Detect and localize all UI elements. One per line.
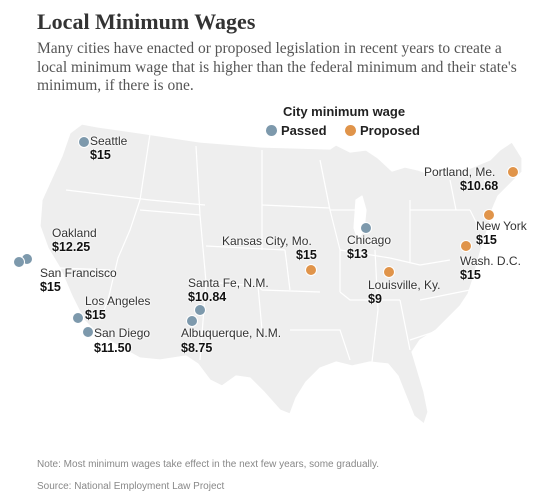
legend-passed-label: Passed xyxy=(281,123,327,138)
city-dot-washington-dc xyxy=(460,240,472,252)
passed-dot-icon xyxy=(266,125,277,136)
legend-proposed-label: Proposed xyxy=(360,123,420,138)
city-name-seattle: Seattle xyxy=(90,134,128,148)
legend-passed: Passed xyxy=(266,123,327,138)
city-wage-albuquerque: $8.75 xyxy=(181,341,213,355)
city-name-san-diego: San Diego xyxy=(94,326,151,340)
proposed-dot-icon xyxy=(345,125,356,136)
city-name-los-angeles: Los Angeles xyxy=(85,294,151,308)
city-dot-new-york xyxy=(483,209,495,221)
city-wage-louisville: $9 xyxy=(368,292,382,306)
city-name-albuquerque: Albuquerque, N.M. xyxy=(181,326,282,340)
map-subtitle: Many cities have enacted or proposed leg… xyxy=(37,40,517,94)
city-name-louisville: Louisville, Ky. xyxy=(368,278,441,292)
city-wage-new-york: $15 xyxy=(476,233,497,247)
city-wage-santa-fe: $10.84 xyxy=(188,290,227,304)
city-name-washington-dc: Wash. D.C. xyxy=(460,254,521,268)
city-name-new-york: New York xyxy=(476,219,527,233)
city-dot-louisville xyxy=(383,266,395,278)
city-dot-seattle xyxy=(78,136,90,148)
us-outline xyxy=(39,123,523,425)
city-dot-san-diego xyxy=(82,326,94,338)
city-name-oakland: Oakland xyxy=(52,226,97,240)
city-name-santa-fe: Santa Fe, N.M. xyxy=(188,276,269,290)
city-dot-kansas-city xyxy=(305,264,317,276)
city-name-portland-me: Portland, Me. xyxy=(424,165,496,179)
city-dot-portland-me xyxy=(507,166,519,178)
source-credit: Source: National Employment Law Project xyxy=(37,481,225,492)
legend-proposed: Proposed xyxy=(345,123,420,138)
city-wage-san-diego: $11.50 xyxy=(94,341,132,355)
city-wage-san-francisco: $15 xyxy=(40,280,61,294)
city-wage-washington-dc: $15 xyxy=(460,268,481,282)
city-name-san-francisco: San Francisco xyxy=(40,266,117,280)
state-borders xyxy=(59,133,497,363)
footnote: Note: Most minimum wages take effect in … xyxy=(37,459,380,470)
city-wage-chicago: $13 xyxy=(347,247,368,261)
city-dot-santa-fe xyxy=(194,304,206,316)
city-dot-chicago xyxy=(360,222,372,234)
city-dot-san-francisco xyxy=(13,256,25,268)
city-name-chicago: Chicago xyxy=(347,233,392,247)
city-name-kansas-city: Kansas City, Mo. xyxy=(222,234,312,248)
legend-title: City minimum wage xyxy=(283,104,406,119)
city-wage-oakland: $12.25 xyxy=(52,240,91,254)
city-wage-seattle: $15 xyxy=(90,148,111,162)
map-title: Local Minimum Wages xyxy=(37,9,256,34)
city-dot-albuquerque xyxy=(186,315,198,327)
city-wage-los-angeles: $15 xyxy=(85,308,106,322)
city-dot-los-angeles xyxy=(72,312,84,324)
city-wage-kansas-city: $15 xyxy=(296,248,317,262)
city-wage-portland-me: $10.68 xyxy=(460,179,499,193)
